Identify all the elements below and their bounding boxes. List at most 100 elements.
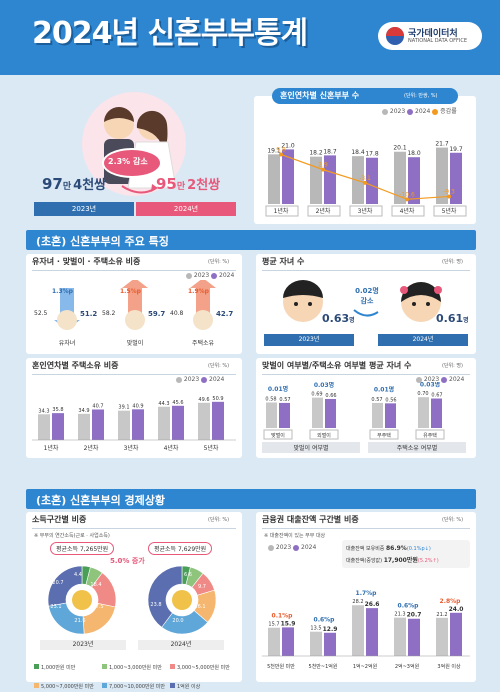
- category-label: 3년차: [358, 207, 373, 215]
- value-label-2023: 34.3: [38, 408, 49, 414]
- bar-2024: [431, 398, 442, 428]
- pie-label-2023: 20.7: [52, 580, 63, 586]
- category-box: [263, 429, 293, 440]
- bar-2024: [324, 155, 336, 204]
- value-label-2024: 17.8: [365, 151, 379, 158]
- category-label: 2년차: [316, 207, 331, 215]
- bar-2024: [408, 157, 420, 204]
- share-item: 1.9%p 40.8 42.7 주택소유: [170, 278, 236, 350]
- bar-2024: [212, 401, 224, 440]
- category-label: 1년차: [44, 444, 59, 452]
- value-label-2023: 15.7: [268, 622, 279, 628]
- share-change: 1.3%p: [52, 288, 73, 295]
- bar-2024: [450, 612, 462, 656]
- money-bag-icon: [72, 590, 92, 610]
- share-arrow-icon: [190, 278, 216, 330]
- category-label: 2억~3억원: [395, 663, 420, 670]
- bar-2023: [266, 402, 277, 428]
- share-value-2024: 51.2: [80, 310, 98, 318]
- income-year-2023: 2023년: [40, 640, 126, 650]
- year-label-2024: 2024년: [136, 202, 236, 216]
- bar-2024: [279, 402, 290, 428]
- value-label-2024: 20.7: [407, 612, 422, 619]
- value-label-2023: 18.2: [309, 150, 323, 157]
- group-box: [262, 442, 360, 453]
- pie-label-2024: 23.8: [150, 602, 161, 608]
- value-label-2023: 21.7: [435, 141, 449, 148]
- bar-2023: [268, 627, 280, 656]
- value-label-2023: 18.4: [351, 149, 365, 156]
- year-label-2023: 2023년: [34, 202, 134, 216]
- category-label: 5천만~1억원: [309, 663, 338, 670]
- kids-year-2024: 2024년: [378, 334, 468, 346]
- pie-slice: [147, 565, 183, 628]
- bar-2024: [324, 632, 336, 656]
- value-label-2024: 12.9: [323, 626, 338, 633]
- by-year-legend: 2023 2024 증감률: [382, 106, 457, 115]
- category-box: [309, 429, 339, 440]
- share-value-2023: 40.8: [170, 310, 184, 317]
- category-label: 5년차: [442, 207, 457, 215]
- bar-2024: [282, 149, 294, 204]
- income-legend-item: 1억원 이상: [170, 683, 238, 690]
- value-label-2023: 13.5: [310, 626, 321, 632]
- value-label-2023: 20.1: [393, 145, 407, 152]
- share-item: 1.5%p 58.2 59.7 맞벌이: [102, 278, 168, 350]
- income-note: ※ 부부의 연간소득(근로 · 사업소득): [34, 533, 110, 539]
- group-label: 주택소유 여부별: [397, 444, 438, 452]
- arrow-right-icon: [353, 309, 379, 317]
- bar-2024: [282, 627, 294, 656]
- loan-summary-box: 대출잔액 보유비중 86.9%(0.1%p↓) 대출잔액(중앙값) 17,900…: [342, 540, 470, 568]
- kids-value-2024: 0.61명: [436, 312, 469, 325]
- value-label-2023: 0.69: [311, 392, 322, 398]
- by-year-panel: 혼인연차별 신혼부부 수 (단위: 만쌍, %) 2023 2024 증감률 1…: [254, 88, 476, 224]
- share-value-2023: 52.5: [34, 310, 48, 317]
- income-title: 소득구간별 비중: [32, 514, 236, 529]
- share-change: 1.5%p: [120, 288, 141, 295]
- bar-2023: [352, 605, 364, 656]
- pie-label-2024: 16.1: [194, 604, 205, 610]
- value-label-2024: 0.56: [385, 397, 396, 403]
- loan-change-label: 2.8%p: [440, 598, 462, 605]
- loan-legend: 2023 2024: [268, 544, 316, 551]
- bar-2023: [436, 147, 448, 204]
- house-legend: 2023 2024: [176, 376, 224, 383]
- income-legend-item: 1,000~3,000만원 미만: [102, 664, 170, 671]
- loan-change-label: 0.1%p: [272, 612, 294, 619]
- section-title-features: (초혼) 신혼부부의 주요 특징: [36, 235, 169, 248]
- rate-label: -3.1: [359, 175, 371, 182]
- value-label-2023: 28.2: [352, 599, 363, 605]
- value-label-2023: 21.2: [436, 612, 447, 618]
- value-label-2023: 21.3: [394, 612, 405, 618]
- bar-2023: [118, 410, 130, 440]
- logo-subtext: NATIONAL DATA OFFICE: [408, 38, 468, 44]
- category-box: [433, 205, 467, 217]
- category-box: [349, 205, 383, 217]
- bar-2023: [268, 154, 280, 204]
- kids-year-2023: 2023년: [264, 334, 354, 346]
- house-unit: (단위: %): [208, 363, 230, 369]
- income-legend-item: 5,000~7,000만원 미만: [34, 683, 102, 690]
- category-box: [391, 205, 425, 217]
- share-value-2024: 42.7: [216, 310, 234, 318]
- kids-panel: 평균 자녀 수 (단위: 명) 0.02명 감소 0.63명 0.61명 2023…: [256, 254, 476, 354]
- category-label: 무주택: [377, 432, 391, 439]
- value-label-2024: 40.7: [92, 403, 103, 409]
- kids-by-title: 맞벌이 여부별/주택소유 여부별 평균 자녀 수: [262, 360, 470, 375]
- rate-point: [321, 167, 325, 172]
- value-label-2023: 34.9: [78, 408, 89, 414]
- kids-unit: (단위: 명): [442, 259, 463, 265]
- category-box: [265, 205, 299, 217]
- share-arrow-icon: [54, 288, 80, 330]
- rate-point: [279, 152, 283, 157]
- rate-label: 2.9: [318, 162, 328, 169]
- loan-unit: (단위: %): [442, 517, 464, 523]
- bar-2023: [78, 413, 90, 440]
- bar-2023: [198, 402, 210, 440]
- loan-panel: 금융권 대출잔액 구간별 비중 (단위: %) ※ 대출잔액이 있는 부부 대상…: [256, 512, 476, 682]
- income-legend-item: 1,000만원 미만: [34, 664, 102, 671]
- kids-change-label: 0.01명: [374, 385, 394, 393]
- category-box: [307, 205, 341, 217]
- income-panel: 소득구간별 비중 (단위: %) ※ 부부의 연간소득(근로 · 사업소득) 평…: [26, 512, 242, 690]
- by-year-unit: (단위: 만쌍, %): [404, 93, 438, 99]
